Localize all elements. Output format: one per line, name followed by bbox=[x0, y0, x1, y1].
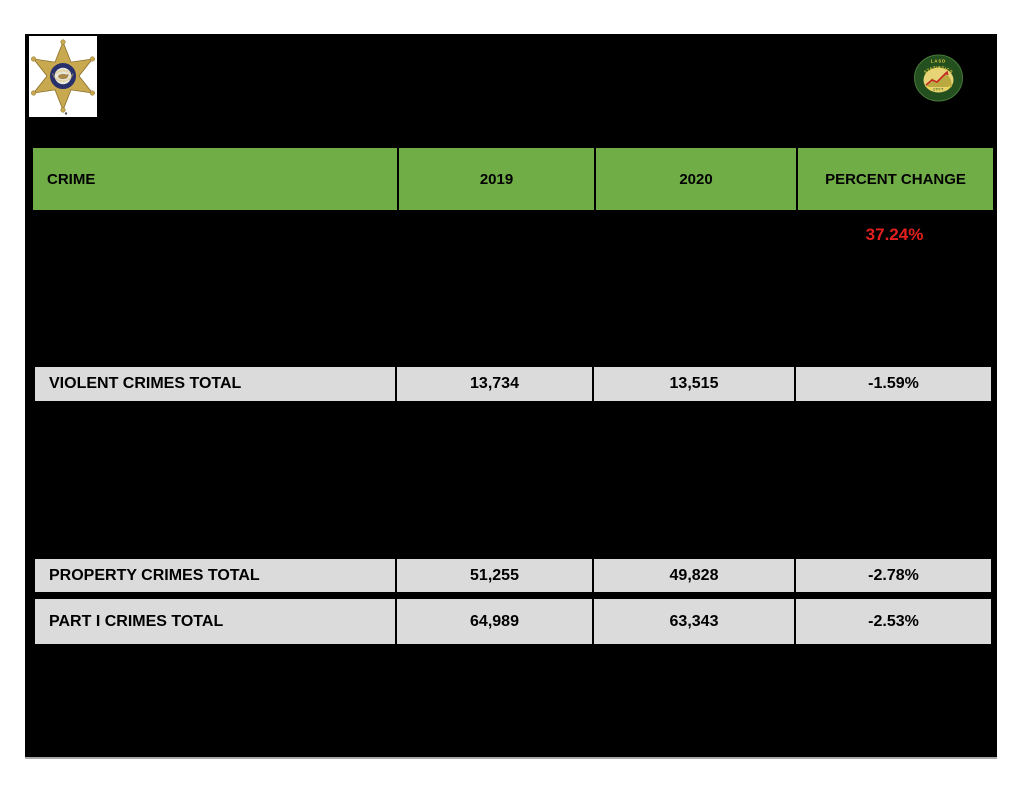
value-change: -2.78% bbox=[794, 559, 991, 592]
row-label: PART I CRIMES TOTAL bbox=[35, 599, 395, 644]
sheriff-badge-logo: SHERIFF LOS ANGELES COUNTY bbox=[29, 36, 97, 117]
seal-text-center: UNIT bbox=[933, 88, 944, 92]
highlight-percent-value: 37.24% bbox=[865, 225, 924, 244]
sheriff-star-icon: SHERIFF LOS ANGELES COUNTY bbox=[31, 39, 95, 115]
value-2019: 64,989 bbox=[395, 599, 592, 644]
header-cell-2019: 2019 bbox=[397, 148, 594, 210]
black-table-area: SHERIFF LOS ANGELES COUNTY LASD bbox=[25, 34, 997, 757]
svg-text:STATISTICS: STATISTICS bbox=[923, 65, 954, 75]
value-2020: 13,515 bbox=[592, 367, 794, 401]
value-change: -2.53% bbox=[794, 599, 991, 644]
svg-text:SHERIFF: SHERIFF bbox=[55, 69, 72, 75]
svg-text:ANALYSIS UNIT: ANALYSIS UNIT bbox=[925, 84, 952, 92]
value-2019: 13,734 bbox=[395, 367, 592, 401]
table-row-property-total: PROPERTY CRIMES TOTAL 51,255 49,828 -2.7… bbox=[33, 557, 993, 594]
table-header-row: CRIME 2019 2020 PERCENT CHANGE bbox=[33, 148, 993, 210]
seal-text-top: LASD bbox=[931, 59, 946, 64]
value-change: -1.59% bbox=[794, 367, 991, 401]
statistics-seal-icon: LASD STATISTICS UNIT ANALYSIS UNIT bbox=[914, 54, 963, 102]
row-label: VIOLENT CRIMES TOTAL bbox=[35, 367, 395, 401]
table-row-violent-total: VIOLENT CRIMES TOTAL 13,734 13,515 -1.59… bbox=[33, 365, 993, 403]
lasd-statistics-unit-logo: LASD STATISTICS UNIT ANALYSIS UNIT bbox=[914, 54, 963, 102]
badge-ring-text-top: SHERIFF bbox=[55, 69, 72, 75]
header-cell-crime: CRIME bbox=[33, 148, 397, 210]
page-bottom-divider bbox=[25, 757, 997, 759]
value-2019: 51,255 bbox=[395, 559, 592, 592]
value-2020: 49,828 bbox=[592, 559, 794, 592]
seal-text-bottom: ANALYSIS UNIT bbox=[925, 84, 952, 92]
header-cell-2020: 2020 bbox=[594, 148, 796, 210]
value-2020: 63,343 bbox=[592, 599, 794, 644]
table-row-part1-total: PART I CRIMES TOTAL 64,989 63,343 -2.53% bbox=[33, 597, 993, 646]
seal-text-arc: STATISTICS bbox=[923, 65, 954, 75]
row-label: PROPERTY CRIMES TOTAL bbox=[35, 559, 395, 592]
header-cell-percent-change: PERCENT CHANGE bbox=[796, 148, 993, 210]
